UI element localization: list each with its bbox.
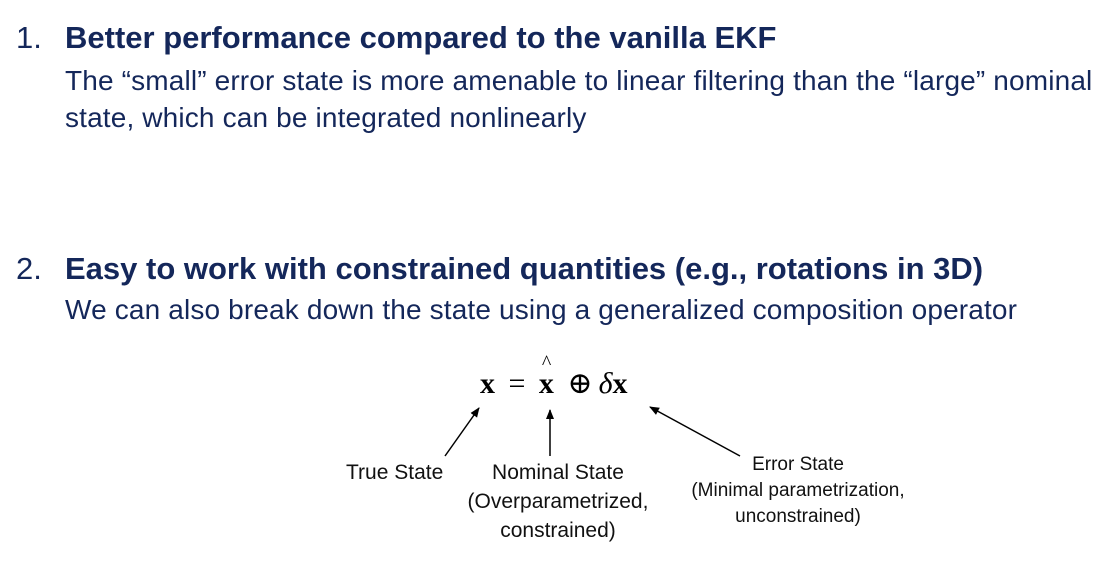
composition-equation: x = x ⊕δx	[480, 352, 628, 401]
nominal-state-desc-2: constrained)	[500, 519, 616, 542]
point-2-heading: Easy to work with constrained quantities…	[65, 251, 984, 286]
error-state-title: Error State	[752, 454, 844, 475]
point-2-number: 2.	[16, 251, 42, 286]
point-1-text: The “small” error state is more amenable…	[65, 65, 1093, 133]
true-state-symbol: x	[480, 367, 495, 400]
error-state-desc-2: unconstrained)	[735, 506, 861, 527]
composition-operator: ⊕	[567, 367, 593, 400]
true-state-label: True State	[346, 461, 444, 484]
error-state-arrow	[649, 406, 741, 457]
nominal-state-label: Nominal State (Overparametrized, constra…	[458, 458, 658, 545]
equals-sign: =	[508, 367, 526, 400]
nominal-state-title: Nominal State	[492, 461, 624, 484]
delta-symbol: δ	[598, 367, 613, 400]
error-state-label: Error State (Minimal parametrization, un…	[668, 452, 928, 530]
nominal-state-desc-1: (Overparametrized,	[467, 490, 649, 513]
error-state-desc-1: (Minimal parametrization,	[691, 480, 905, 501]
error-state-symbol: x	[612, 367, 628, 400]
point-1-heading: Better performance compared to the vanil…	[65, 20, 777, 55]
point-2-text: We can also break down the state using a…	[65, 294, 1018, 325]
true-state-arrow	[444, 407, 480, 457]
point-1-number: 1.	[16, 20, 42, 55]
nominal-state-symbol: x	[539, 352, 554, 401]
